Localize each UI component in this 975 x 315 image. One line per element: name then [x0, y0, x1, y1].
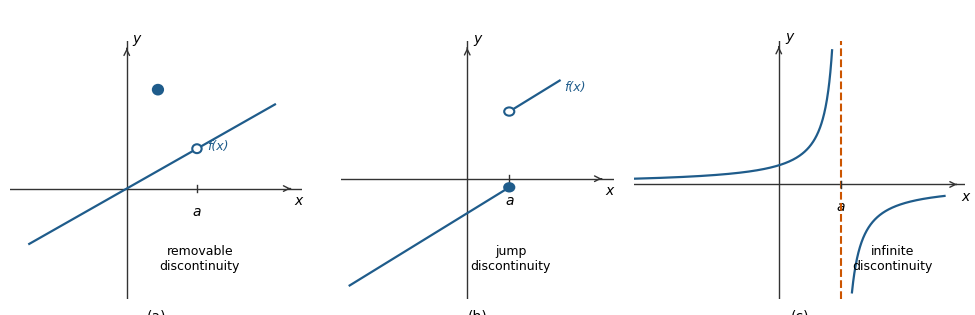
Text: (a): (a)	[146, 310, 166, 315]
Text: (c): (c)	[791, 310, 808, 315]
Text: removable
discontinuity: removable discontinuity	[160, 245, 240, 273]
Circle shape	[504, 183, 514, 192]
Text: y: y	[133, 32, 140, 47]
Text: x: x	[961, 190, 969, 204]
Text: jump
discontinuity: jump discontinuity	[470, 245, 551, 273]
Text: x: x	[605, 184, 614, 198]
Text: y: y	[474, 32, 482, 46]
Circle shape	[192, 144, 202, 153]
Text: y: y	[785, 30, 794, 44]
Text: f(x): f(x)	[564, 81, 585, 94]
Circle shape	[504, 107, 514, 116]
Text: a: a	[193, 205, 201, 219]
Circle shape	[153, 85, 163, 94]
Text: f(x): f(x)	[207, 140, 228, 153]
Text: x: x	[294, 194, 302, 208]
Text: a: a	[837, 200, 845, 214]
Text: (b): (b)	[468, 310, 488, 315]
Text: a: a	[505, 194, 514, 208]
Text: infinite
discontinuity: infinite discontinuity	[852, 245, 932, 273]
